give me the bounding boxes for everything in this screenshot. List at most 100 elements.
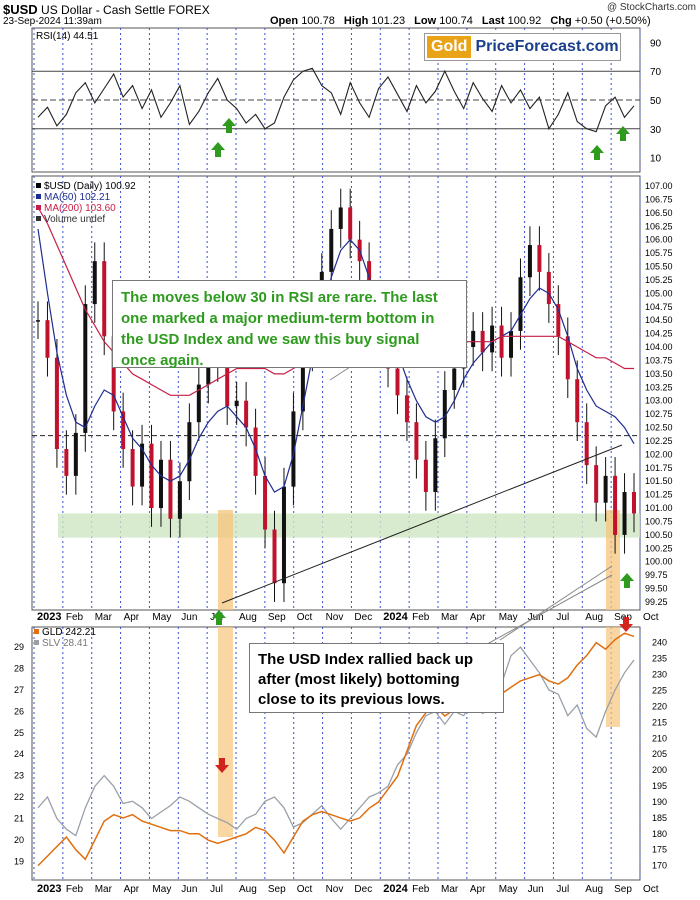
usd-tick-label: 104.75: [645, 302, 673, 312]
symbol-label: $USD: [3, 2, 38, 17]
gld-tick-label: 185: [652, 813, 667, 823]
rsi-tick-label: 70: [650, 67, 662, 78]
month-tick-label: Nov: [326, 884, 344, 895]
candle-body: [253, 427, 258, 476]
candle-body: [603, 475, 608, 503]
candle-body: [244, 400, 249, 428]
month-tick-label: Mar: [441, 612, 459, 623]
month-tick-label: Oct: [643, 612, 659, 623]
candle-body: [499, 325, 504, 358]
month-tick-label: Nov: [326, 612, 344, 623]
month-tick-label: Sep: [614, 884, 632, 895]
candle-body: [471, 330, 476, 348]
stockcharts-credit: @ StockCharts.com: [606, 2, 696, 13]
candle-body: [177, 481, 182, 519]
candle-body: [281, 486, 286, 584]
month-tick-label: Aug: [585, 884, 603, 895]
month-tick-label: Aug: [239, 884, 257, 895]
usd-tick-label: 103.50: [645, 369, 673, 379]
candle-body: [73, 432, 78, 476]
last-label: Last: [481, 15, 505, 27]
month-tick-label: Feb: [412, 612, 430, 623]
chart-datetime: 23-Sep-2024 11:39am: [3, 16, 102, 27]
slv-tick-label: 28: [14, 664, 24, 674]
candle-body: [613, 475, 618, 535]
candle-body: [395, 368, 400, 396]
gld-tick-label: 190: [652, 797, 667, 807]
candle-body: [537, 245, 542, 272]
highlight-band: [218, 627, 233, 837]
usd-tick-label: 105.50: [645, 262, 673, 272]
month-tick-label: Apr: [124, 884, 140, 895]
candle-body: [111, 336, 116, 412]
slv-tick-label: 27: [14, 685, 24, 695]
open-value: 100.78: [301, 15, 335, 27]
slv-tick-label: 22: [14, 792, 24, 802]
month-tick-label: 2023: [37, 611, 61, 623]
gld-tick-label: 240: [652, 638, 667, 648]
candle-body: [632, 491, 636, 514]
rsi-tick-label: 10: [650, 154, 662, 165]
gld-tick-label: 195: [652, 781, 667, 791]
slv-tick-label: 25: [14, 728, 24, 738]
month-tick-label: 2024: [383, 611, 408, 623]
usd-tick-label: 100.75: [645, 516, 673, 526]
candle-body: [263, 475, 268, 530]
month-tick-label: Oct: [297, 884, 313, 895]
candle-body: [158, 459, 163, 509]
usd-tick-label: 101.00: [645, 503, 673, 513]
month-tick-label: May: [152, 612, 171, 623]
logo-rest: PriceForecast.com: [475, 38, 619, 55]
candle-body: [36, 320, 40, 322]
month-tick-label: Feb: [412, 884, 430, 895]
candle-body: [404, 395, 409, 423]
candle-body: [584, 422, 589, 466]
candle-body: [527, 245, 532, 278]
chart-title: $USD US Dollar - Cash Settle FOREX: [3, 2, 210, 17]
rsi-annotation: The moves below 30 in RSI are rare. The …: [112, 280, 467, 369]
high-value: 101.23: [371, 15, 406, 27]
slv-tick-label: 29: [14, 642, 24, 652]
candle-body: [291, 411, 296, 487]
usd-tick-label: 100.25: [645, 543, 673, 553]
usd-tick-label: 105.25: [645, 275, 673, 285]
candle-body: [83, 304, 88, 433]
legend-swatch: [36, 194, 41, 199]
usd-tick-label: 102.50: [645, 423, 673, 433]
month-tick-label: Jul: [556, 612, 569, 623]
month-tick-label: Mar: [95, 884, 113, 895]
gld-tick-label: 210: [652, 733, 667, 743]
high-label: High: [343, 15, 369, 27]
candle-body: [565, 336, 570, 380]
rsi-up-arrow: [211, 142, 225, 157]
usd-tick-label: 101.25: [645, 490, 673, 500]
usd-tick-label: 106.75: [645, 194, 673, 204]
usd-tick-label: 101.75: [645, 463, 673, 473]
month-tick-label: May: [499, 612, 518, 623]
candle-body: [64, 449, 69, 476]
candle-body: [102, 261, 107, 337]
ma50-line: [37, 228, 635, 493]
rsi-tick-label: 90: [650, 38, 662, 49]
month-tick-label: May: [499, 884, 518, 895]
month-tick-label: Aug: [585, 612, 603, 623]
month-tick-label: 2024: [383, 883, 408, 895]
pointer-line: [499, 565, 613, 641]
candle-body: [121, 411, 126, 450]
gld-tick-label: 175: [652, 845, 667, 855]
gld-tick-label: 200: [652, 765, 667, 775]
usd-tick-label: 105.75: [645, 248, 673, 258]
usd-tick-label: 103.75: [645, 355, 673, 365]
low-label: Low: [414, 15, 437, 27]
candle-body: [45, 320, 50, 358]
usd-tick-label: 103.00: [645, 396, 673, 406]
candle-body: [546, 271, 551, 305]
rsi-tick-label: 30: [650, 125, 662, 136]
low-value: 100.74: [439, 15, 473, 27]
month-tick-label: 2023: [37, 883, 61, 895]
slv-tick-label: 23: [14, 771, 24, 781]
gld-tick-label: 180: [652, 829, 667, 839]
candle-body: [338, 207, 343, 229]
slv-line: [37, 646, 635, 837]
candle-body: [225, 363, 230, 407]
